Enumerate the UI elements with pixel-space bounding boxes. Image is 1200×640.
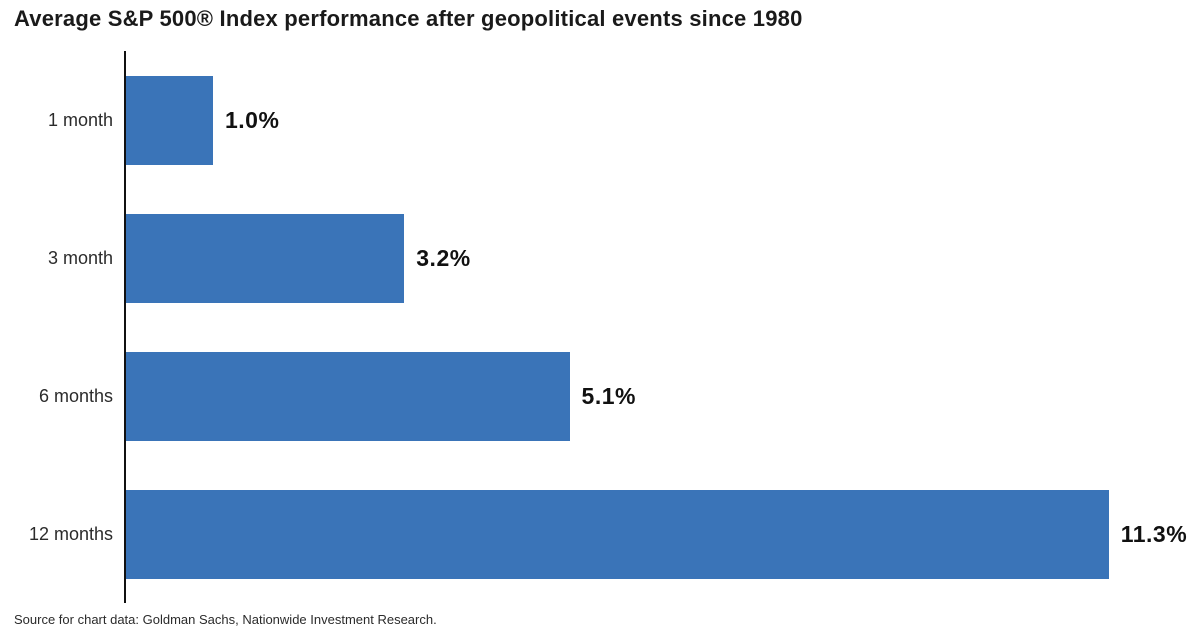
- bar-area: 1.0%: [126, 51, 1200, 189]
- bar-area: 3.2%: [126, 189, 1200, 327]
- chart-row: 3 month 3.2%: [0, 189, 1200, 327]
- chart-row: 12 months 11.3%: [0, 465, 1200, 603]
- bar: [126, 213, 405, 303]
- value-label: 11.3%: [1120, 520, 1188, 547]
- chart-row: 6 months 5.1%: [0, 327, 1200, 465]
- value-label: 5.1%: [581, 382, 636, 409]
- bar-area: 11.3%: [126, 465, 1200, 603]
- y-axis-line: [124, 51, 126, 603]
- category-label: 6 months: [38, 385, 113, 406]
- value-label: 1.0%: [224, 106, 280, 133]
- chart-row: 1 month 1.0%: [0, 51, 1200, 189]
- category-label: 3 month: [47, 247, 113, 268]
- category-label: 12 months: [28, 523, 113, 544]
- bar-area: 5.1%: [126, 327, 1200, 465]
- category-label: 1 month: [47, 109, 113, 130]
- bar: [126, 351, 570, 441]
- chart-title: Average S&P 500® Index performance after…: [14, 6, 803, 31]
- value-label: 3.2%: [416, 244, 471, 271]
- chart-rows: 1 month 1.0% 3 month 3.2% 6 months 5.1% 12 mon…: [0, 51, 1200, 603]
- source-note: Source for chart data: Goldman Sachs, Na…: [14, 612, 437, 627]
- bar-chart: 1 month 1.0% 3 month 3.2% 6 months 5.1% 12 mon…: [0, 51, 1200, 603]
- bar: [126, 75, 213, 165]
- bar: [126, 489, 1109, 579]
